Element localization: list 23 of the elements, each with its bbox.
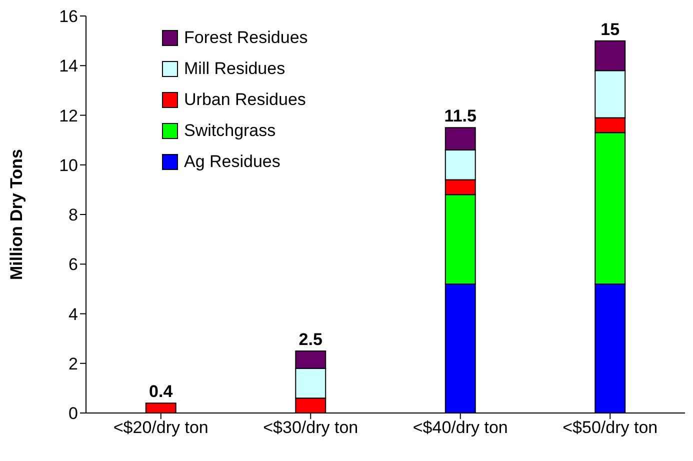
y-tick-label: 14 xyxy=(59,56,78,76)
y-axis-title: Million Dry Tons xyxy=(7,149,26,280)
legend-label: Switchgrass xyxy=(184,120,276,140)
x-tick-label: <$40/dry ton xyxy=(412,418,508,438)
legend-label: Ag Residues xyxy=(184,152,280,172)
y-tick-label: 10 xyxy=(59,156,78,175)
y-tick-label: 12 xyxy=(59,106,78,126)
x-tick-label: <$50/dry ton xyxy=(562,418,658,438)
legend-label: Urban Residues xyxy=(184,90,306,110)
x-tick-label: <$30/dry ton xyxy=(263,418,358,438)
x-tick-label: <$20/dry ton xyxy=(113,418,208,438)
y-tick-label: 6 xyxy=(68,255,78,274)
y-tick-label: 4 xyxy=(68,304,78,324)
total-label: 2.5 xyxy=(298,330,322,349)
y-tick-label: 2 xyxy=(68,354,78,374)
total-label: 0.4 xyxy=(149,382,174,402)
total-label: 11.5 xyxy=(444,106,476,126)
total-label: 15 xyxy=(600,20,620,39)
legend-label: Mill Residues xyxy=(184,58,286,78)
y-tick-label: 0 xyxy=(68,404,78,424)
legend-label: Forest Residues xyxy=(184,28,308,48)
y-tick-label: 16 xyxy=(59,7,78,26)
y-tick-label: 8 xyxy=(68,206,78,225)
